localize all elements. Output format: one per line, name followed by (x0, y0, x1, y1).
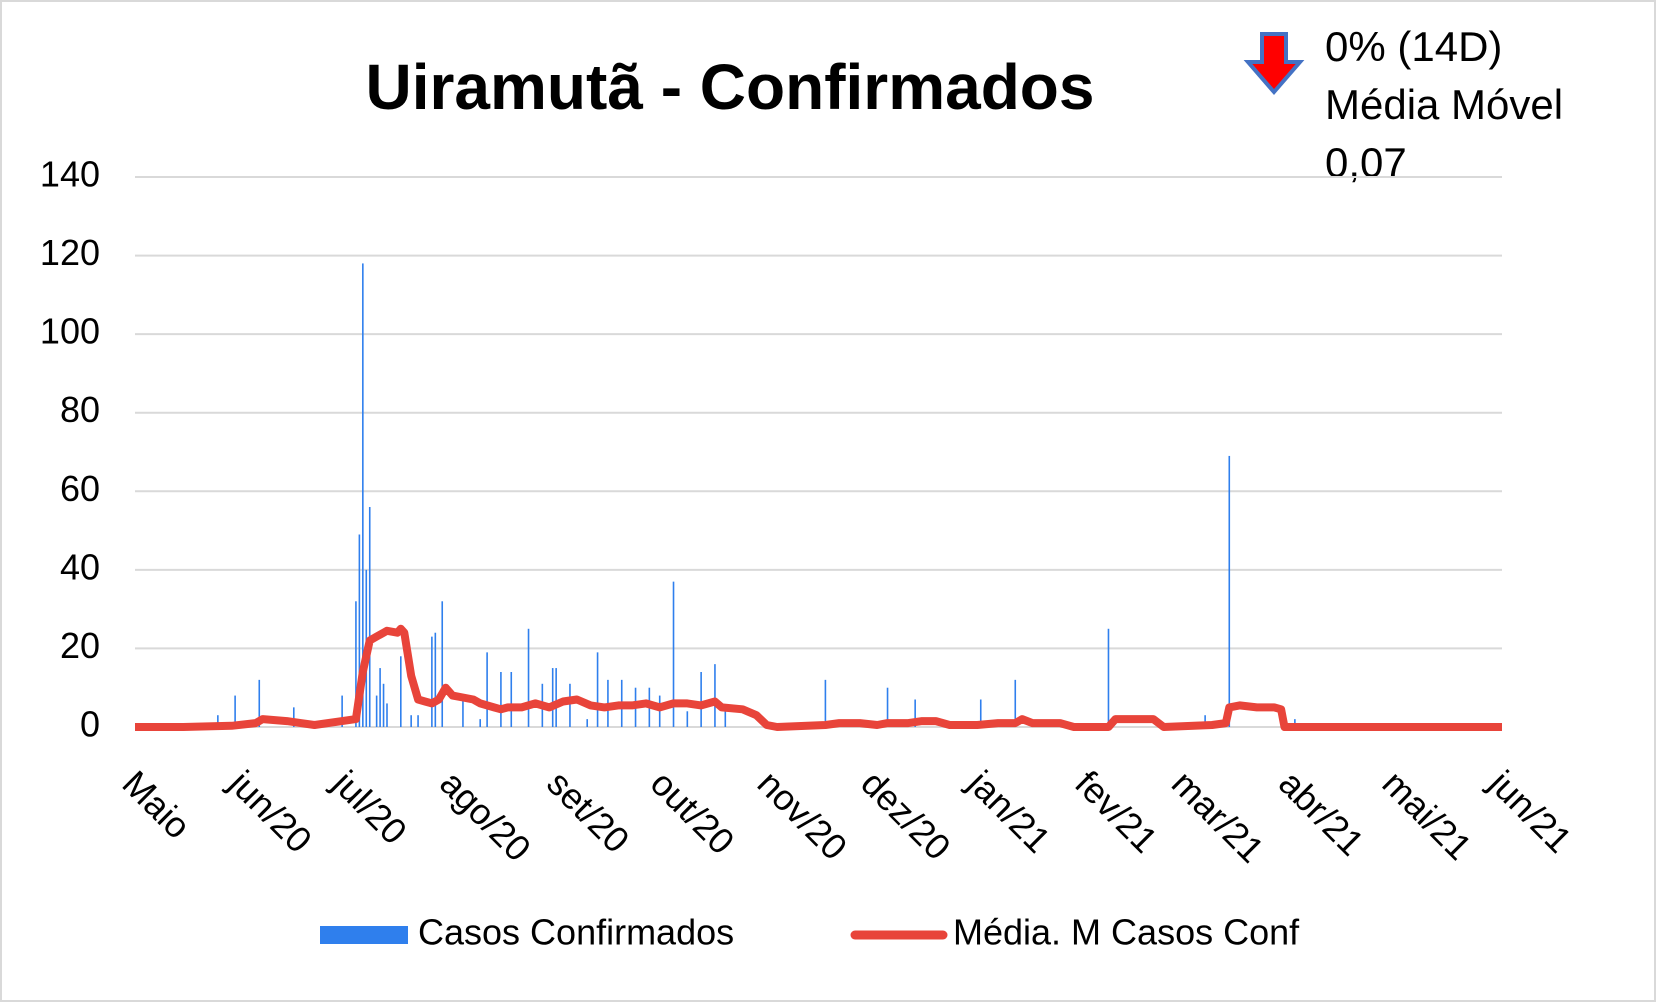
bar (400, 656, 402, 727)
bar (375, 695, 378, 727)
annotation: Média Móvel (1325, 81, 1563, 128)
y-tick-label: 0 (80, 704, 100, 745)
bar (217, 715, 219, 727)
line (135, 624, 1502, 731)
bar (358, 534, 361, 727)
trend-arrow (1243, 32, 1305, 96)
bar (714, 664, 716, 727)
bar (479, 719, 482, 727)
bar (914, 699, 916, 727)
y-tick-label: 140 (40, 154, 100, 195)
bar (596, 652, 599, 727)
bar (258, 679, 261, 727)
bar (431, 636, 433, 727)
bar (672, 581, 675, 727)
bar (500, 672, 502, 727)
bar (686, 711, 689, 727)
bar (979, 699, 982, 727)
annotation: 0,07 (1325, 139, 1407, 186)
bar (292, 707, 295, 727)
y-tick-label: 20 (60, 625, 100, 666)
bar (341, 695, 343, 727)
bar (441, 601, 444, 727)
bar (368, 507, 371, 727)
bar (551, 668, 554, 727)
bar (527, 628, 530, 727)
annotation: 0% (14D) (1325, 23, 1502, 70)
y-tick-label: 60 (60, 468, 100, 509)
y-tick-label: 100 (40, 311, 100, 352)
bar (1107, 628, 1110, 727)
legend-swatch (320, 926, 408, 944)
y-tick-label: 80 (60, 389, 100, 430)
y-tick-label: 120 (40, 232, 100, 273)
bar (1204, 715, 1206, 727)
bar (382, 683, 385, 727)
bar (1228, 455, 1231, 727)
bar (510, 672, 513, 727)
bar (379, 668, 381, 727)
bar (586, 719, 589, 727)
bar (355, 601, 357, 727)
bar (417, 715, 419, 727)
y-tick-label: 40 (60, 546, 100, 587)
bar (386, 703, 388, 727)
bar (555, 668, 557, 727)
chart-title: Uiramutã - Confirmados (366, 51, 1095, 123)
bar (486, 652, 488, 727)
legend-label: Casos Confirmados (418, 912, 734, 953)
bar (824, 679, 827, 727)
bar (362, 263, 364, 727)
legend-label: Média. M Casos Conf (953, 912, 1300, 953)
bar (410, 715, 412, 727)
bar (434, 632, 437, 727)
bar (700, 672, 702, 727)
bar (234, 695, 236, 727)
bar (462, 699, 464, 727)
bar (886, 687, 889, 727)
bar (1014, 679, 1017, 727)
bar (724, 707, 727, 727)
bar (569, 683, 571, 727)
